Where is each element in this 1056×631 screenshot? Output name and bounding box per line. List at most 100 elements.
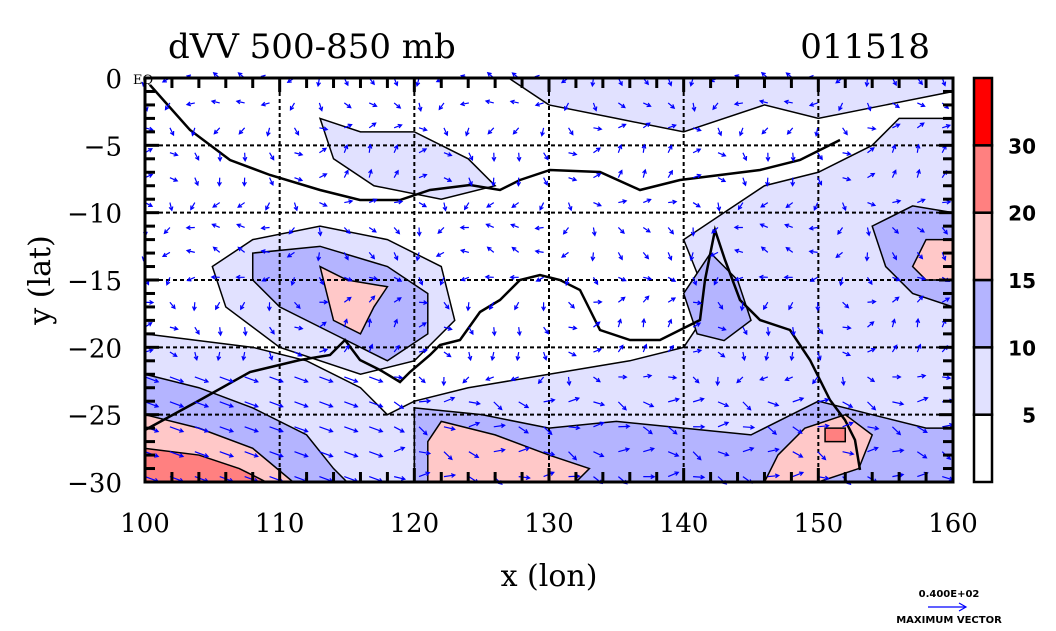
- wind-vector: [790, 152, 796, 162]
- wind-vector: [543, 451, 556, 457]
- wind-vector: [741, 351, 747, 362]
- wind-vector: [269, 426, 284, 433]
- wind-vector: [185, 248, 195, 254]
- wind-vector: [739, 302, 745, 312]
- wind-vector: [535, 276, 544, 282]
- wind-vector: [237, 202, 245, 208]
- wind-vector: [785, 246, 794, 253]
- wind-vector: [916, 252, 924, 260]
- wind-vector: [368, 168, 373, 178]
- wind-vector: [742, 326, 748, 336]
- wind-vector: [393, 102, 402, 109]
- wind-vector: [941, 297, 951, 303]
- wind-vector: [493, 447, 506, 453]
- colorbar-swatch: [972, 413, 994, 484]
- wind-vector: [294, 451, 309, 458]
- wind-vector: [892, 296, 900, 303]
- wind-vector: [690, 227, 696, 237]
- y-tick-label: −25: [67, 402, 122, 432]
- wind-vector: [493, 423, 506, 429]
- wind-vector: [917, 426, 928, 433]
- wind-vector: [244, 376, 259, 383]
- wind-vector: [668, 199, 678, 205]
- wind-vector: [568, 301, 576, 309]
- wind-vector: [443, 473, 457, 478]
- wind-vector: [318, 102, 324, 112]
- wind-vector: [590, 252, 596, 262]
- wind-vector: [343, 102, 352, 109]
- axis-ticks: [143, 76, 955, 484]
- wind-vector: [712, 102, 719, 111]
- wind-vector: [185, 225, 195, 231]
- wind-vector: [866, 276, 873, 286]
- wind-vector: [867, 401, 877, 411]
- wind-vector: [667, 297, 677, 303]
- wind-vector: [343, 296, 352, 303]
- wind-vector: [235, 99, 245, 105]
- wind-vector: [815, 302, 821, 312]
- wind-vector: [842, 151, 852, 156]
- colorbar-swatch: [972, 144, 994, 214]
- wind-vector: [343, 227, 351, 235]
- wind-vector: [462, 376, 470, 384]
- wind-vector: [837, 227, 844, 236]
- wind-vector: [260, 249, 270, 254]
- wind-vector: [294, 177, 304, 182]
- wind-vector: [767, 426, 777, 435]
- vector-legend-arrowhead: [958, 602, 968, 612]
- y-tick-label: −20: [67, 334, 122, 364]
- wind-vector: [319, 202, 328, 207]
- wind-vector: [485, 376, 494, 381]
- wind-vector: [892, 401, 905, 406]
- wind-vector: [838, 102, 844, 112]
- wind-vector: [316, 252, 322, 262]
- wind-vector: [518, 475, 531, 480]
- wind-vector: [717, 326, 727, 331]
- wind-vector: [592, 102, 598, 112]
- wind-vector: [269, 376, 284, 383]
- wind-vector: [593, 147, 601, 154]
- wind-vector: [393, 446, 406, 453]
- wind-vector: [891, 344, 898, 353]
- x-tick-label: 140: [659, 509, 709, 539]
- wind-vector: [617, 344, 624, 353]
- wind-vector: [788, 301, 794, 311]
- wind-vector: [759, 223, 769, 229]
- wind-vector: [916, 168, 921, 178]
- wind-vector: [343, 344, 350, 353]
- wind-vector: [867, 347, 876, 353]
- wind-vector: [891, 426, 902, 436]
- wind-vector: [511, 202, 520, 209]
- wind-vector: [759, 376, 769, 381]
- wind-vector: [468, 421, 481, 428]
- wind-vector: [510, 376, 519, 382]
- wind-vector: [269, 451, 284, 458]
- wind-vector: [643, 276, 653, 281]
- wind-vector: [293, 127, 300, 136]
- wind-vector: [562, 227, 570, 235]
- wind-vector: [539, 202, 545, 211]
- wind-vector: [418, 348, 429, 354]
- wind-vector: [169, 151, 179, 157]
- colorbar-swatch: [972, 211, 994, 282]
- wind-vector: [443, 396, 456, 403]
- wind-vector: [892, 276, 901, 282]
- wind-vector: [169, 401, 185, 408]
- wind-vector: [760, 246, 769, 253]
- wind-vector: [667, 169, 673, 178]
- tick-labels: 100 110 120 130 140 150 160 0 −5 −10 −15 −20 −25 −30: [67, 65, 978, 539]
- shaded-region-level-4: [824, 427, 847, 443]
- wind-vector: [509, 274, 519, 280]
- wind-vector: [892, 102, 901, 109]
- wind-vector: [867, 172, 876, 179]
- wind-vector: [518, 401, 530, 409]
- wind-vector: [667, 426, 678, 435]
- wind-vector: [817, 351, 822, 361]
- wind-vector: [191, 302, 197, 312]
- wind-vector: [418, 173, 428, 179]
- wind-vector: [543, 326, 550, 335]
- wind-vector: [344, 401, 359, 408]
- wind-vector: [667, 276, 677, 282]
- wind-vector: [916, 343, 922, 353]
- wind-vector: [394, 374, 404, 380]
